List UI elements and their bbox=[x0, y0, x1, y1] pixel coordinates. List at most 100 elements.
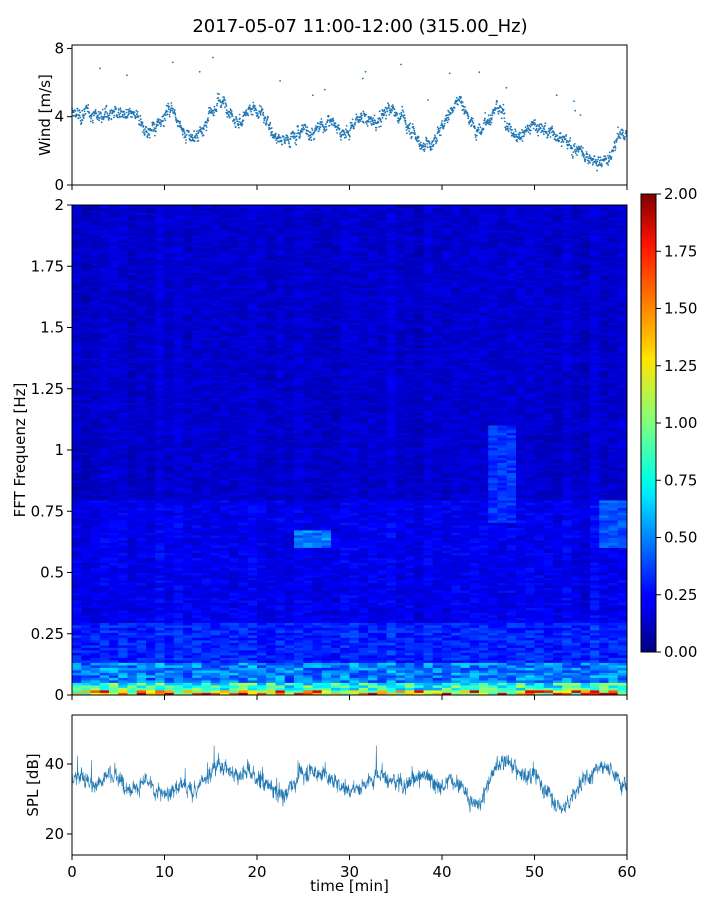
spectrogram-cell bbox=[210, 685, 221, 688]
spectrogram-cell bbox=[192, 267, 202, 271]
wind-point bbox=[246, 112, 249, 115]
spectrogram-cell bbox=[201, 510, 212, 513]
spectrogram-cell bbox=[146, 600, 156, 603]
spectrogram-cell bbox=[146, 322, 156, 326]
spectrogram-cell bbox=[136, 652, 147, 656]
spectrogram-cell bbox=[72, 480, 82, 483]
spectrogram-cell bbox=[81, 455, 91, 458]
spectrogram-cell bbox=[109, 307, 119, 311]
spectrogram-cell bbox=[72, 675, 82, 678]
spectrogram-cell bbox=[118, 680, 128, 683]
spectrogram-cell bbox=[155, 522, 165, 526]
spectrogram-cell bbox=[164, 255, 175, 258]
spectrogram-cell bbox=[118, 507, 128, 511]
spectrogram-cell bbox=[183, 677, 193, 681]
spectrogram-cell bbox=[90, 340, 101, 343]
wind-point bbox=[261, 108, 264, 111]
spectrogram-cell bbox=[192, 280, 202, 283]
spectrogram-cell bbox=[146, 240, 156, 243]
spectrogram-cell bbox=[90, 297, 101, 301]
wind-point bbox=[311, 129, 314, 131]
spectrogram-cell bbox=[192, 620, 202, 623]
spectrogram-cell bbox=[173, 515, 184, 518]
spectrogram-cell bbox=[109, 247, 119, 251]
spectrogram-cell bbox=[127, 615, 138, 618]
spectrogram-cell bbox=[118, 460, 128, 463]
spectrogram-cell bbox=[173, 432, 184, 436]
spectrogram-cell bbox=[99, 335, 110, 338]
spectrogram-cell bbox=[90, 395, 101, 398]
spectrogram-cell bbox=[72, 265, 82, 268]
spectrogram-cell bbox=[109, 360, 119, 363]
spectrogram-cell bbox=[173, 475, 184, 478]
spectrogram-cell bbox=[72, 280, 82, 283]
spectrogram-cell bbox=[146, 292, 156, 296]
spectrogram-cell bbox=[90, 510, 101, 513]
spectrogram-cell bbox=[118, 492, 128, 496]
spectrogram-cell bbox=[201, 582, 212, 586]
wind-point bbox=[89, 120, 92, 123]
spectrogram-cell bbox=[127, 300, 138, 303]
spectrogram-cell bbox=[146, 402, 156, 406]
wind-point bbox=[400, 111, 403, 114]
wind-point bbox=[610, 158, 613, 161]
spectrogram-cell bbox=[118, 262, 128, 266]
spectrogram-cell bbox=[109, 630, 119, 633]
spectrogram-cell bbox=[210, 305, 221, 308]
spectrogram-cell bbox=[90, 337, 101, 341]
spectrogram-cell bbox=[155, 475, 165, 478]
spectrogram-cell bbox=[99, 225, 110, 228]
spectrogram-cell bbox=[118, 377, 128, 381]
spectrogram-cell bbox=[210, 342, 221, 346]
wind-point bbox=[474, 136, 477, 139]
spectrogram-cell bbox=[183, 377, 193, 381]
wind-point bbox=[390, 111, 392, 114]
spectrogram-cell bbox=[183, 340, 193, 343]
wind-point bbox=[117, 116, 119, 119]
spectrogram-cell bbox=[210, 610, 221, 613]
spectrogram-cell bbox=[90, 280, 101, 283]
spectrogram-cell bbox=[81, 482, 91, 486]
spectrogram-cell bbox=[136, 305, 147, 308]
spectrogram-cell bbox=[127, 297, 138, 301]
spectrogram-cell bbox=[90, 687, 101, 691]
spectrogram-cell bbox=[99, 227, 110, 231]
spectrogram-cell bbox=[173, 430, 184, 433]
spectrogram-cell bbox=[72, 427, 82, 431]
wind-point bbox=[133, 111, 136, 114]
spectrogram-cell bbox=[99, 587, 110, 591]
spectrogram-cell bbox=[81, 547, 91, 551]
spectrogram-cell bbox=[81, 620, 91, 623]
spectrogram-cell bbox=[192, 372, 202, 376]
spectrogram-cell bbox=[99, 632, 110, 636]
spectrogram-cell bbox=[127, 622, 138, 626]
spectrogram-cell bbox=[81, 222, 91, 226]
spectrogram-cell bbox=[90, 320, 101, 323]
spectrogram-cell bbox=[192, 307, 202, 311]
spectrogram-cell bbox=[81, 495, 91, 498]
wind-point bbox=[213, 105, 216, 108]
spectrogram-cell bbox=[127, 482, 138, 486]
spectrogram-cell bbox=[109, 390, 119, 393]
wind-point bbox=[256, 114, 259, 117]
spectrogram-cell bbox=[155, 455, 165, 458]
spectrogram-cell bbox=[81, 475, 91, 478]
wind-point bbox=[592, 158, 595, 160]
spectrogram-cell bbox=[127, 220, 138, 223]
spectrogram-cell bbox=[164, 657, 175, 661]
spectrogram-cell bbox=[118, 470, 128, 473]
spectrogram-cell bbox=[183, 575, 193, 578]
spectrogram-cell bbox=[81, 502, 91, 506]
spectrogram-cell bbox=[146, 482, 156, 486]
spectrogram-cell bbox=[192, 645, 202, 648]
wind-point bbox=[352, 125, 355, 128]
spectrogram-cell bbox=[173, 397, 184, 401]
spectrogram-cell bbox=[183, 645, 193, 648]
spectrogram-cell bbox=[155, 682, 165, 686]
spectrogram-cell bbox=[183, 492, 193, 496]
spectrogram-cell bbox=[81, 280, 91, 283]
spectrogram-cell bbox=[192, 525, 202, 528]
spectrogram-cell bbox=[109, 262, 119, 266]
spectrogram-cell bbox=[72, 617, 82, 621]
spectrogram-cell bbox=[164, 477, 175, 481]
